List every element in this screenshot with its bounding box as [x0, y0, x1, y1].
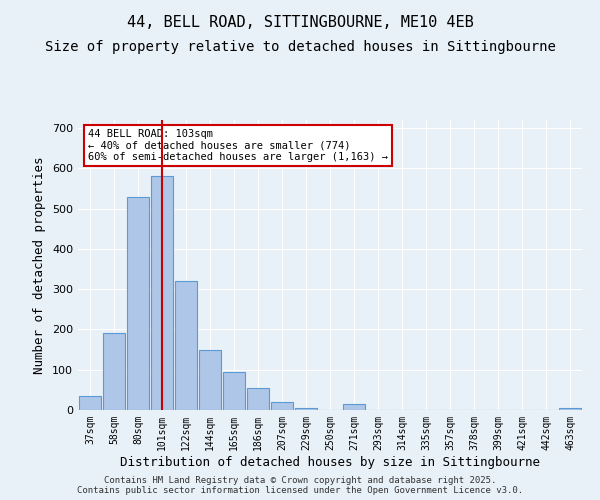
Bar [151, 176, 173, 410]
X-axis label: Distribution of detached houses by size in Sittingbourne: Distribution of detached houses by size … [120, 456, 540, 468]
Bar [295, 408, 317, 410]
Text: Size of property relative to detached houses in Sittingbourne: Size of property relative to detached ho… [44, 40, 556, 54]
Bar [223, 372, 245, 410]
Bar [559, 408, 581, 410]
Bar [79, 396, 101, 410]
Bar [103, 334, 125, 410]
Bar [247, 388, 269, 410]
Bar [175, 281, 197, 410]
Bar [127, 196, 149, 410]
Y-axis label: Number of detached properties: Number of detached properties [34, 156, 46, 374]
Bar [343, 404, 365, 410]
Text: 44, BELL ROAD, SITTINGBOURNE, ME10 4EB: 44, BELL ROAD, SITTINGBOURNE, ME10 4EB [127, 15, 473, 30]
Text: Contains HM Land Registry data © Crown copyright and database right 2025.
Contai: Contains HM Land Registry data © Crown c… [77, 476, 523, 495]
Text: 44 BELL ROAD: 103sqm
← 40% of detached houses are smaller (774)
60% of semi-deta: 44 BELL ROAD: 103sqm ← 40% of detached h… [88, 128, 388, 162]
Bar [199, 350, 221, 410]
Bar [271, 402, 293, 410]
